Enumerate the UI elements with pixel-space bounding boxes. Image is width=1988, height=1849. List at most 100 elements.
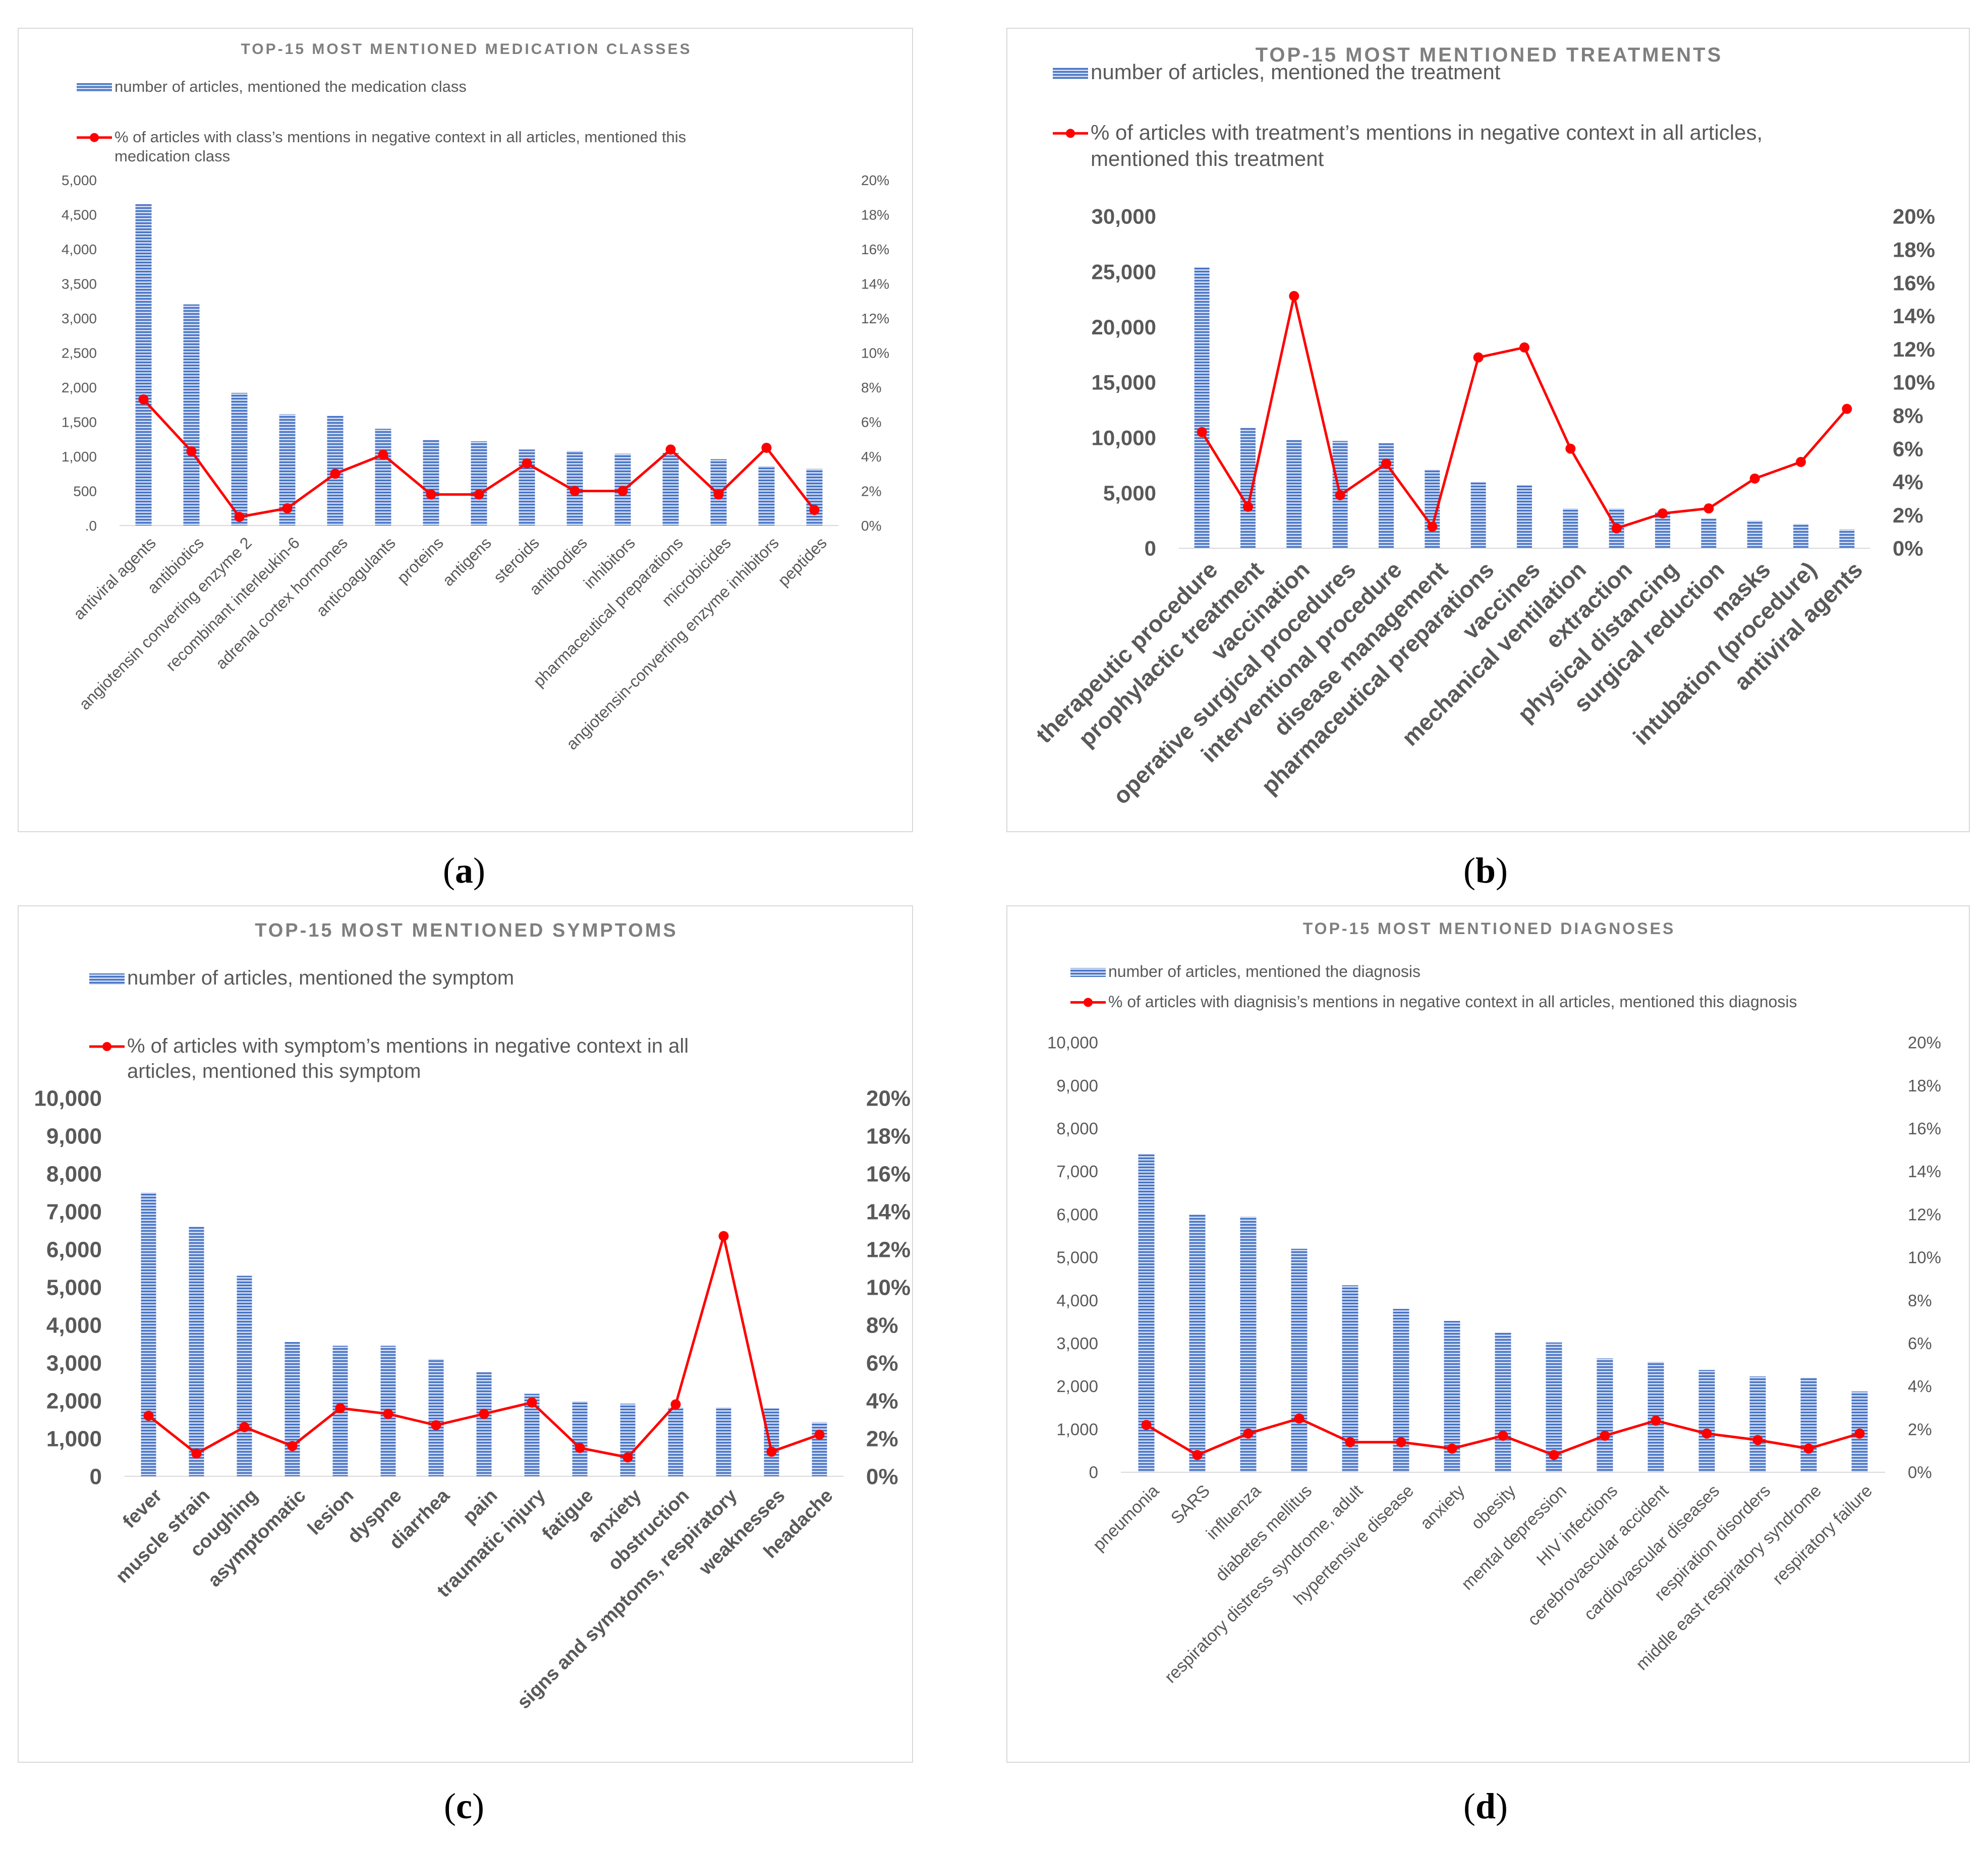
chart-c-title: TOP-15 MOST MENTIONED SYMPTOMS — [255, 920, 678, 941]
legend-bar-label: number of articles, mentioned the sympto… — [127, 967, 514, 989]
y-tick-label: 30,000 — [1092, 205, 1156, 228]
line-point — [1611, 523, 1622, 534]
y2-tick-label: 8% — [866, 1313, 898, 1338]
chart-d-title: TOP-15 MOST MENTIONED DIAGNOSES — [1303, 919, 1676, 938]
y2-tick-label: 0% — [1893, 537, 1923, 560]
y-tick-label: 15,000 — [1092, 371, 1156, 394]
line-point — [378, 449, 388, 460]
line-point — [1565, 443, 1576, 454]
x-tick-label: antigens — [439, 534, 495, 590]
bar — [1597, 1358, 1613, 1472]
y2-tick-label: 20% — [861, 172, 889, 188]
bar — [716, 1407, 731, 1476]
line-point — [570, 486, 580, 496]
y2-tick-label: 16% — [1893, 271, 1935, 295]
legend-line-marker — [102, 1042, 111, 1051]
line-point — [186, 446, 197, 456]
bar — [189, 1227, 204, 1476]
y-tick-label: 1,500 — [62, 414, 97, 430]
line-point — [1854, 1428, 1865, 1439]
line-point — [670, 1399, 681, 1410]
y2-tick-label: 12% — [866, 1237, 911, 1262]
y-tick-label: 4,500 — [62, 207, 97, 222]
y2-tick-label: 8% — [1908, 1291, 1932, 1310]
y-tick-label: 500 — [73, 483, 97, 499]
x-tick-label: pneumonia — [1089, 1481, 1163, 1555]
line-point — [575, 1442, 585, 1453]
bar — [231, 392, 248, 526]
y2-tick-label: 14% — [1893, 304, 1935, 328]
y2-tick-label: 2% — [1893, 503, 1923, 527]
legend-bar-label: number of articles, mentioned the medica… — [115, 78, 467, 95]
bar — [1749, 1376, 1766, 1472]
y2-tick-label: 20% — [1893, 205, 1935, 228]
y2-tick-label: 18% — [861, 207, 889, 222]
bar — [1701, 518, 1717, 548]
line-point — [617, 486, 628, 496]
y2-tick-label: 2% — [866, 1426, 898, 1451]
y2-tick-label: 10% — [1893, 371, 1935, 394]
bar — [620, 1404, 636, 1476]
y2-tick-label: 14% — [866, 1199, 911, 1224]
bar — [1563, 508, 1578, 548]
line-point — [1796, 456, 1806, 467]
x-tick-label: angiotensin converting enzyme 2 — [76, 534, 255, 713]
y2-tick-label: 16% — [861, 242, 889, 257]
x-tick-label: obesity — [1467, 1481, 1519, 1533]
y-tick-label: 2,000 — [1056, 1377, 1098, 1396]
line-point — [138, 394, 149, 405]
panel-label-c: (c) — [444, 1786, 484, 1826]
bar — [1291, 1248, 1308, 1472]
legend-line-marker — [1084, 998, 1093, 1007]
y2-tick-label: 0% — [1908, 1463, 1932, 1482]
line-point — [1600, 1430, 1610, 1441]
line-point — [1473, 352, 1484, 363]
y-tick-label: 4,000 — [1056, 1291, 1098, 1310]
y2-tick-label: 6% — [1893, 437, 1923, 460]
legend-bar-swatch — [89, 973, 125, 985]
line-point — [713, 489, 724, 500]
y-tick-label: 7,000 — [1056, 1162, 1098, 1181]
legend-bar-swatch — [1070, 968, 1106, 977]
line-point — [1243, 501, 1253, 512]
line-point — [383, 1409, 393, 1419]
line-point — [665, 444, 676, 455]
line-point — [1335, 490, 1345, 500]
y2-tick-label: 16% — [866, 1162, 911, 1186]
chart-panel-d: TOP-15 MOST MENTIONED DIAGNOSES number of… — [1006, 905, 1970, 1763]
bar — [764, 1408, 779, 1476]
y2-tick-label: 14% — [1908, 1162, 1941, 1181]
y2-tick-label: 18% — [866, 1124, 911, 1148]
y-tick-label: .0 — [85, 518, 97, 534]
bar — [758, 466, 775, 526]
panel-label-a: (a) — [443, 850, 485, 891]
line-point — [1381, 458, 1391, 469]
x-tick-label: diabetes mellitus — [1212, 1481, 1316, 1585]
y2-tick-label: 4% — [866, 1389, 898, 1413]
bar — [237, 1276, 252, 1476]
line-point — [1549, 1450, 1559, 1460]
y2-tick-label: 2% — [861, 483, 881, 499]
bar — [1194, 267, 1210, 548]
y-tick-label: 6,000 — [1056, 1205, 1098, 1224]
bar — [285, 1342, 300, 1476]
line-point — [1498, 1430, 1508, 1441]
line-point — [1345, 1437, 1355, 1448]
x-tick-label: middle east respiratory syndrome — [1632, 1481, 1825, 1674]
y-tick-label: 1,000 — [1056, 1420, 1098, 1438]
y-tick-label: 5,000 — [62, 172, 97, 188]
y2-tick-label: 10% — [866, 1275, 911, 1300]
y-tick-label: 0 — [1145, 537, 1156, 560]
y2-tick-label: 16% — [1908, 1119, 1941, 1138]
chart-d-svg: TOP-15 MOST MENTIONED DIAGNOSES number of… — [1047, 919, 1941, 1687]
line-point — [1447, 1443, 1457, 1454]
chart-b-title: TOP-15 MOST MENTIONED TREATMENTS — [1256, 44, 1723, 66]
y-tick-label: 7,000 — [46, 1199, 102, 1224]
y2-tick-label: 12% — [1908, 1205, 1941, 1224]
y-tick-label: 3,000 — [62, 311, 97, 326]
bar — [1698, 1370, 1715, 1472]
bar — [1800, 1377, 1817, 1472]
legend-bar-label: number of articles, mentioned the diagno… — [1108, 962, 1421, 980]
y-tick-label: 0 — [90, 1464, 102, 1489]
